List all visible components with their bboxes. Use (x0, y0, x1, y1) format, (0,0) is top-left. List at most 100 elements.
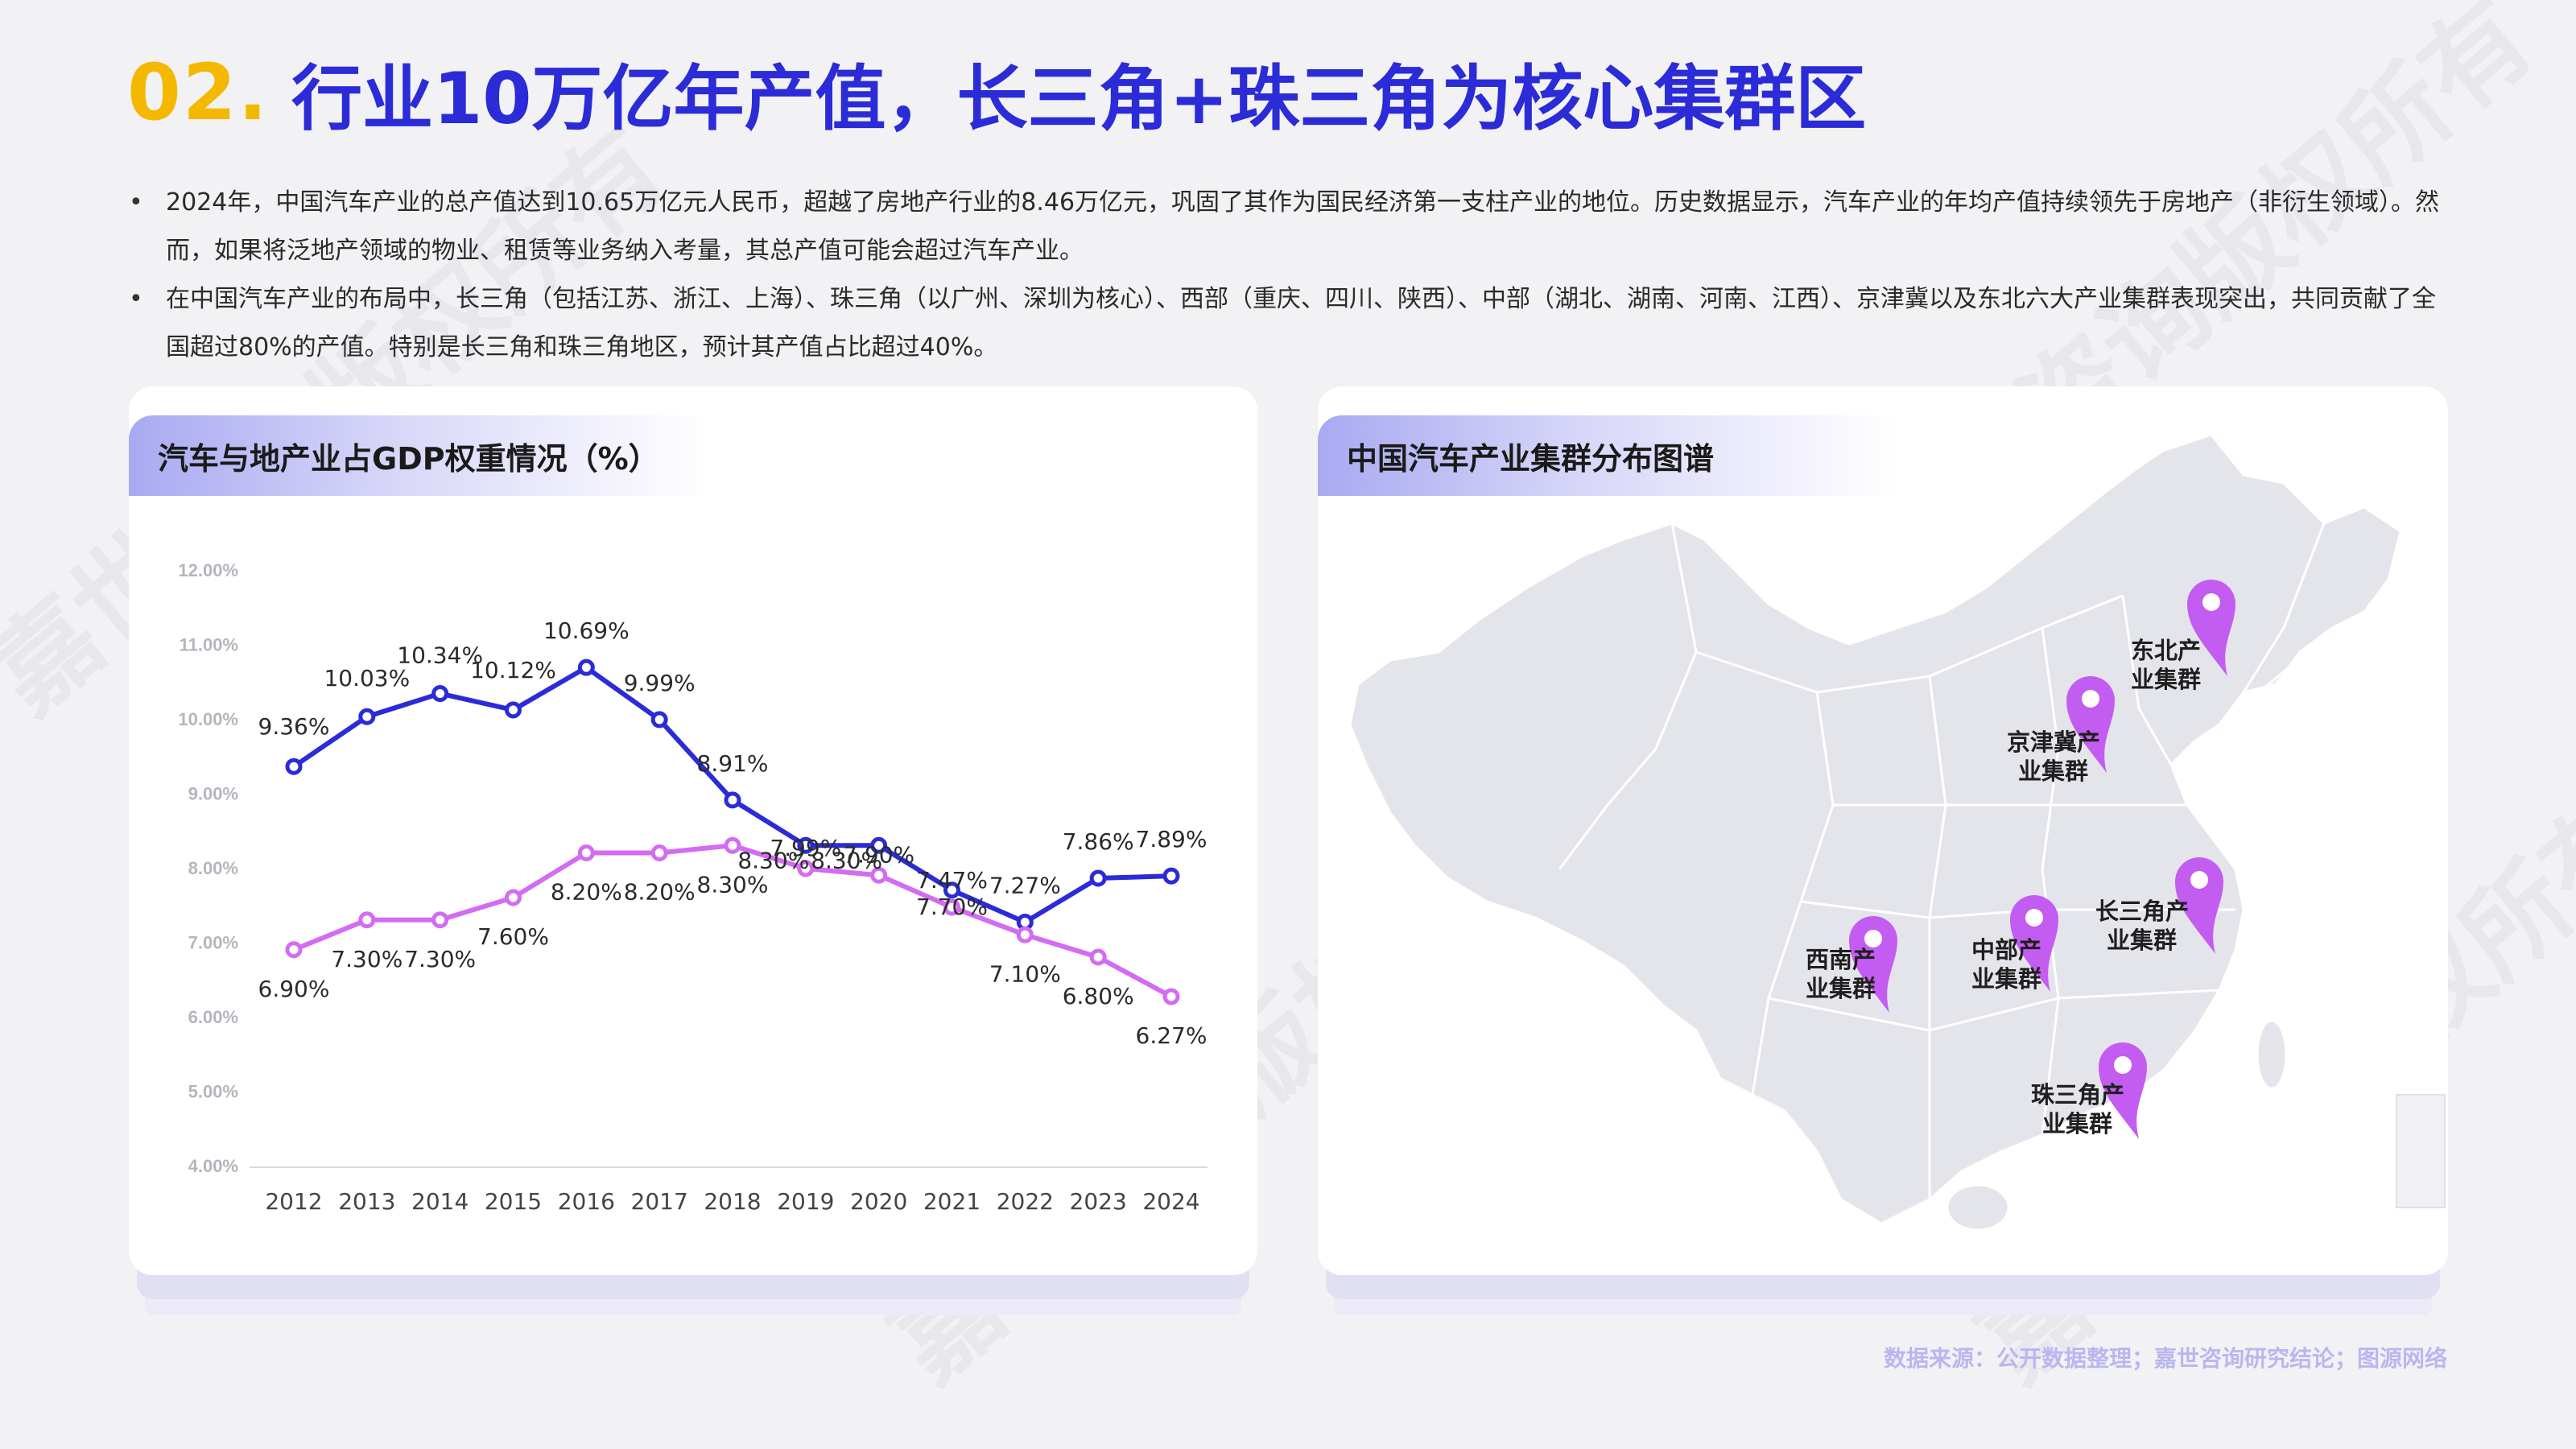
gdp-weight-line-chart: 4.00% 5.00% 6.00% 7.00% 8.00% 9.00% 10.00% 11.0… (178, 560, 1208, 1215)
y-tick-label: 11.00% (180, 635, 238, 655)
y-tick-label: 4.00% (188, 1156, 238, 1176)
x-tick-label: 2017 (631, 1188, 688, 1215)
data-point (431, 911, 449, 929)
x-tick-label: 2023 (1070, 1188, 1127, 1215)
data-label: 7.99% (770, 835, 841, 861)
data-label: 7.27% (989, 873, 1061, 899)
data-label: 7.60% (477, 923, 549, 950)
cluster-label: 业集群 (1971, 965, 2041, 993)
data-label: 7.70% (916, 894, 988, 920)
data-point (797, 860, 815, 877)
cluster-label: 珠三角产 (2031, 1081, 2124, 1108)
cluster-label: 东北产 (2131, 637, 2201, 664)
pin-dot (2114, 1056, 2132, 1074)
map-pin-icon (2099, 1042, 2147, 1139)
data-label: 6.80% (1063, 983, 1134, 1009)
y-tick-label: 8.00% (188, 858, 238, 878)
data-label: 6.27% (1136, 1022, 1208, 1049)
section-number: 02. (127, 47, 270, 138)
cluster-pin-northeast[interactable]: 东北产 业集群 (2131, 580, 2235, 693)
china-outline (1348, 433, 2402, 1225)
data-point (505, 889, 522, 906)
cluster-pin-central[interactable]: 中部产 业集群 (1971, 895, 2058, 993)
cluster-label: 业集群 (1806, 975, 1876, 1002)
page-title: 02. 行业10万亿年产值，长三角+珠三角为核心集群区 (127, 40, 1866, 145)
data-label: 7.47% (916, 867, 988, 894)
x-tick-label: 2020 (850, 1188, 907, 1215)
data-point (505, 701, 522, 719)
cluster-label: 业集群 (2107, 927, 2177, 954)
x-tick-label: 2014 (411, 1188, 469, 1215)
y-tick-label: 7.00% (188, 933, 238, 953)
data-point (285, 941, 303, 959)
data-point (1089, 869, 1107, 887)
x-tick-label: 2016 (558, 1188, 615, 1215)
data-point (870, 836, 888, 854)
data-point (285, 758, 303, 775)
cluster-label: 业集群 (2042, 1110, 2112, 1137)
data-label: 10.69% (543, 617, 630, 644)
south-sea-inset (2396, 1094, 2446, 1208)
data-point (724, 836, 741, 854)
data-point (431, 685, 449, 703)
map-pin-icon (2175, 857, 2223, 954)
data-point (797, 836, 815, 854)
data-label: 7.89% (1136, 826, 1208, 852)
map-pin-icon (1849, 916, 1897, 1013)
x-tick-label: 2012 (265, 1188, 322, 1215)
map-pin-icon (2066, 676, 2115, 773)
cluster-pin-southwest[interactable]: 西南产 业集群 (1806, 916, 1897, 1013)
data-label: 7.30% (404, 946, 476, 972)
data-label: 7.90% (843, 841, 914, 868)
data-label: 9.99% (624, 670, 696, 696)
bullet-item: 在中国汽车产业的布局中，长三角（包括江苏、浙江、上海）、珠三角（以广州、深圳为核… (127, 275, 2454, 372)
data-label: 10.34% (397, 642, 483, 669)
cluster-pin-pearl[interactable]: 珠三角产 业集群 (2031, 1042, 2147, 1139)
cluster-label: 西南产 (1806, 946, 1876, 973)
y-tick-label: 12.00% (178, 560, 238, 580)
x-tick-label: 2024 (1142, 1188, 1199, 1215)
hainan-island (1946, 1183, 2010, 1232)
data-label: 7.10% (989, 960, 1061, 987)
map-pin-icon (2010, 895, 2058, 992)
x-tick-label: 2015 (485, 1188, 542, 1215)
cluster-pin-yangtze[interactable]: 长三角产 业集群 (2095, 857, 2223, 954)
data-label: 8.30% (811, 847, 882, 873)
data-point (577, 658, 595, 676)
chart-card-title: 汽车与地产业占GDP权重情况（%） (129, 415, 708, 496)
bullet-list: 2024年，中国汽车产业的总产值达到10.65万亿元人民币，超越了房地产行业的8… (127, 179, 2454, 372)
cluster-pin-jingjinji[interactable]: 京津冀产 业集群 (2007, 676, 2115, 785)
map-card: 东北产 业集群 京津冀产 业集群 长三角产 业集群 中部产 业集群 西南产 业集… (1318, 386, 2448, 1275)
data-point (577, 844, 595, 861)
cluster-label: 业集群 (2131, 666, 2201, 693)
data-label: 10.03% (324, 665, 410, 691)
map-card-title: 中国汽车产业集群分布图谱 (1318, 415, 1897, 496)
x-tick-label: 2018 (704, 1188, 761, 1215)
x-tick-label: 2022 (997, 1188, 1054, 1215)
cluster-label: 长三角产 (2095, 898, 2189, 925)
data-label: 10.12% (470, 657, 556, 683)
data-point (1162, 988, 1180, 1005)
pin-dot (1864, 930, 1882, 947)
data-label: 8.20% (551, 879, 622, 906)
data-label: 9.36% (258, 713, 330, 740)
data-point (943, 881, 960, 899)
data-label: 8.30% (737, 847, 809, 873)
data-label: 6.90% (258, 976, 330, 1002)
data-point (358, 708, 376, 725)
y-tick-label: 10.00% (178, 709, 238, 729)
x-tick-label: 2021 (923, 1188, 980, 1215)
cluster-label: 业集群 (2018, 758, 2088, 785)
y-tick-label: 6.00% (188, 1007, 238, 1027)
province-boundaries (1558, 522, 2326, 1199)
y-tick-label: 5.00% (188, 1082, 238, 1102)
chart-card: 汽车与地产业占GDP权重情况（%） 4.00% 5.00% 6.00% 7.00% 8.… (129, 386, 1257, 1275)
pin-dot (2025, 909, 2043, 927)
pin-dot (2202, 593, 2220, 611)
pin-dot (2190, 871, 2208, 889)
data-point (1016, 926, 1034, 943)
data-point (1089, 948, 1107, 966)
data-point (724, 791, 741, 809)
data-point (650, 711, 668, 729)
taiwan-island (2256, 1019, 2288, 1090)
